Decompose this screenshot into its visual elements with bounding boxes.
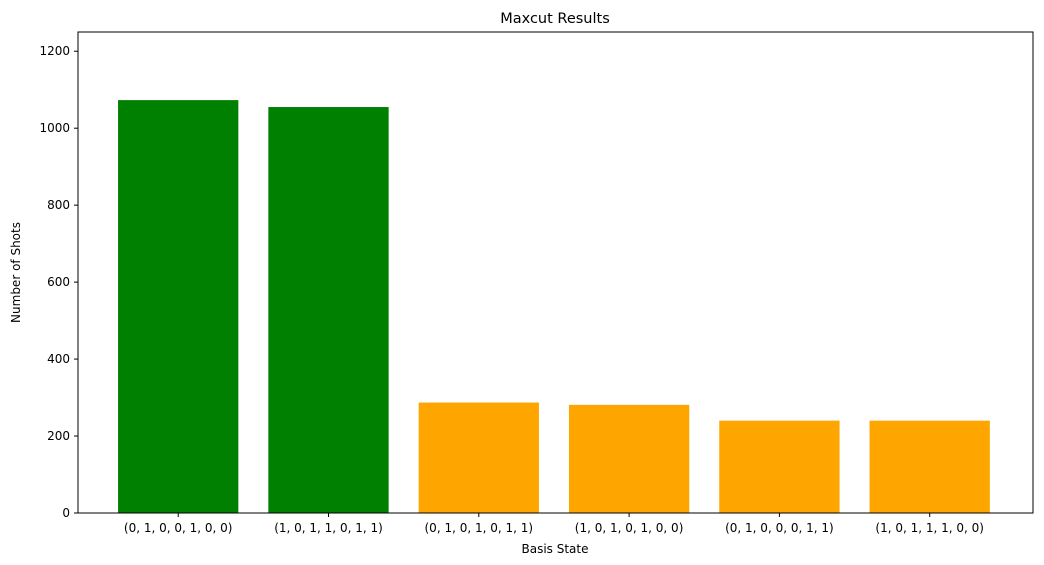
x-tick-label-2: (0, 1, 0, 1, 0, 1, 1) [425, 521, 534, 535]
x-tick-label-0: (0, 1, 0, 0, 1, 0, 0) [124, 521, 233, 535]
chart-title: Maxcut Results [500, 11, 610, 27]
y-tick-label-2: 400 [47, 352, 70, 366]
bar-5 [869, 420, 990, 513]
bar-1 [268, 107, 389, 513]
bars-group [118, 100, 990, 514]
x-axis-label: Basis State [521, 542, 588, 556]
x-tick-label-3: (1, 0, 1, 0, 1, 0, 0) [575, 521, 684, 535]
bar-4 [719, 420, 840, 513]
y-tick-label-3: 600 [47, 275, 70, 289]
x-axis: (0, 1, 0, 0, 1, 0, 0) (1, 0, 1, 1, 0, 1, … [124, 513, 984, 535]
bar-0 [118, 100, 239, 514]
y-tick-label-4: 800 [47, 198, 70, 212]
y-axis: 0 200 400 600 800 1000 1200 [39, 44, 78, 520]
x-tick-label-1: (1, 0, 1, 1, 0, 1, 1) [274, 521, 383, 535]
bar-2 [418, 402, 539, 513]
bar-3 [568, 404, 690, 513]
y-tick-label-1: 200 [47, 429, 70, 443]
plot-frame [77, 31, 1034, 514]
y-axis-label: Number of Shots [9, 222, 23, 323]
x-tick-label-5: (1, 0, 1, 1, 1, 0, 0) [875, 521, 984, 535]
x-tick-label-4: (0, 1, 0, 0, 0, 1, 1) [725, 521, 834, 535]
y-tick-label-6: 1200 [39, 44, 70, 58]
y-tick-label-0: 0 [62, 506, 70, 520]
y-tick-label-5: 1000 [39, 121, 70, 135]
